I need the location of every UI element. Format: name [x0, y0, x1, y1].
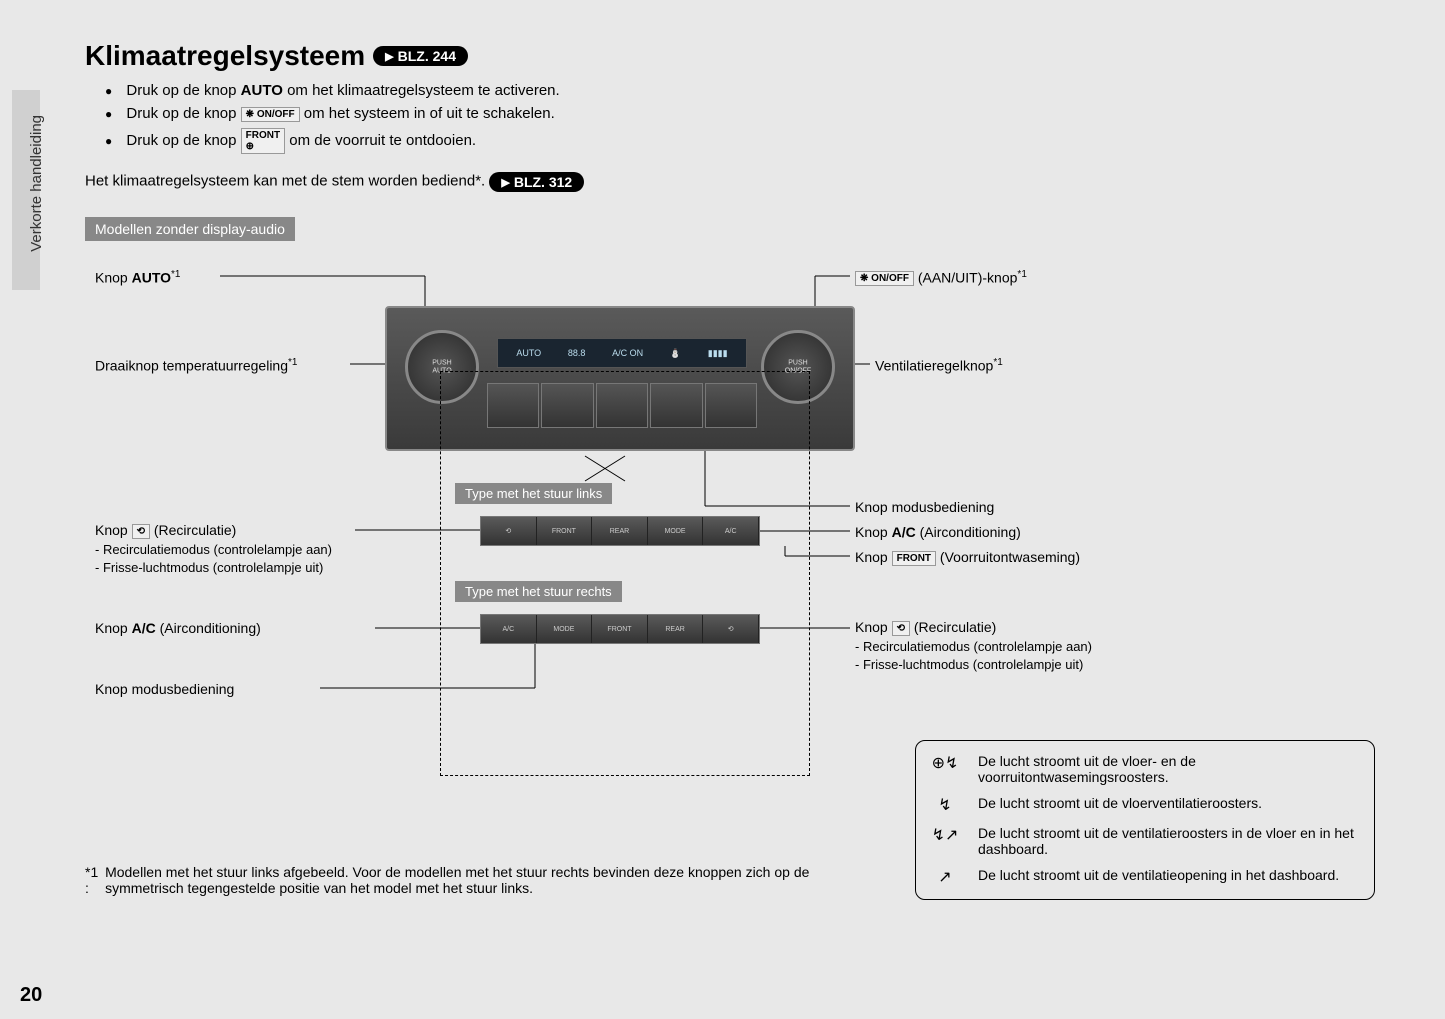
airflow-legend: ⊕↯ De lucht stroomt uit de vloer- en de … [915, 740, 1375, 900]
front-defrost-icon: FRONT⊕ [241, 128, 285, 154]
voice-control-line: Het klimaatregelsysteem kan met de stem … [85, 172, 1395, 192]
callout-fan-dial: Ventilatieregelknop*1 [875, 356, 1003, 376]
callout-ac-left: Knop A/C (Airconditioning) [95, 619, 261, 639]
button-strip-left-steer: ⟲FRONTREARMODEA/C [480, 516, 760, 546]
callout-onoff-knob: ❋ ON/OFF (AAN/UIT)-knop*1 [855, 268, 1027, 288]
legend-row-3: ↯↗ De lucht stroomt uit de ventilatieroo… [930, 825, 1360, 857]
climate-display: AUTO88.8A/C ON⛄▮▮▮▮ [497, 338, 747, 368]
callout-recirc-left: Knop ⟲ (Recirculatie) - Recirculatiemodu… [95, 521, 332, 577]
page-number: 20 [20, 984, 42, 1007]
dashed-enclosure [440, 371, 810, 776]
legend-row-2: ↯ De lucht stroomt uit de vloerventilati… [930, 795, 1360, 815]
callout-front-defrost: Knop FRONT (Voorruitontwaseming) [855, 548, 1080, 568]
bullet-front: Druk op de knop FRONT⊕ om de voorruit te… [105, 128, 1395, 154]
voice-page-ref: BLZ. 312 [489, 172, 584, 192]
airflow-floor-defrost-icon: ⊕↯ [930, 753, 960, 785]
legend-row-1: ⊕↯ De lucht stroomt uit de vloer- en de … [930, 753, 1360, 785]
airflow-floor-dash-icon: ↯↗ [930, 825, 960, 857]
callout-ac-right: Knop A/C (Airconditioning) [855, 523, 1021, 543]
model-variant-label: Modellen zonder display-audio [85, 217, 295, 241]
diagram: PUSH AUTO AUTO88.8A/C ON⛄▮▮▮▮ PUSH ON/OF… [85, 256, 1395, 756]
airflow-floor-icon: ↯ [930, 795, 960, 815]
side-section-label: Verkorte handleiding [28, 115, 45, 252]
type-label-right-steer: Type met het stuur rechts [455, 581, 622, 602]
type-label-left-steer: Type met het stuur links [455, 483, 612, 504]
callout-temperature-dial: Draaiknop temperatuurregeling*1 [95, 356, 297, 376]
instruction-list: Druk op de knop AUTO om het klimaatregel… [105, 82, 1395, 154]
button-strip-right-steer: A/CMODEFRONTREAR⟲ [480, 614, 760, 644]
bullet-onoff: Druk op de knop ❋ ON/OFF om het systeem … [105, 105, 1395, 122]
recirc-icon: ⟲ [892, 621, 910, 636]
callout-recirc-right: Knop ⟲ (Recirculatie) - Recirculatiemodu… [855, 618, 1092, 674]
legend-row-4: ↗ De lucht stroomt uit de ventilatieopen… [930, 867, 1360, 887]
front-defrost-icon: FRONT [892, 551, 936, 566]
title-page-ref: BLZ. 244 [373, 46, 468, 66]
onoff-icon: ❋ ON/OFF [241, 107, 300, 122]
recirc-icon: ⟲ [132, 524, 150, 539]
callout-mode-right: Knop modusbediening [855, 498, 994, 518]
onoff-icon: ❋ ON/OFF [855, 271, 914, 286]
callout-auto-knob: Knop AUTO*1 [95, 268, 180, 288]
bullet-auto: Druk op de knop AUTO om het klimaatregel… [105, 82, 1395, 99]
callout-mode-left: Knop modusbediening [95, 680, 234, 700]
page-title: Klimaatregelsysteem [85, 40, 365, 72]
airflow-dash-icon: ↗ [930, 867, 960, 887]
footnote: *1 : Modellen met het stuur links afgebe… [85, 864, 865, 896]
